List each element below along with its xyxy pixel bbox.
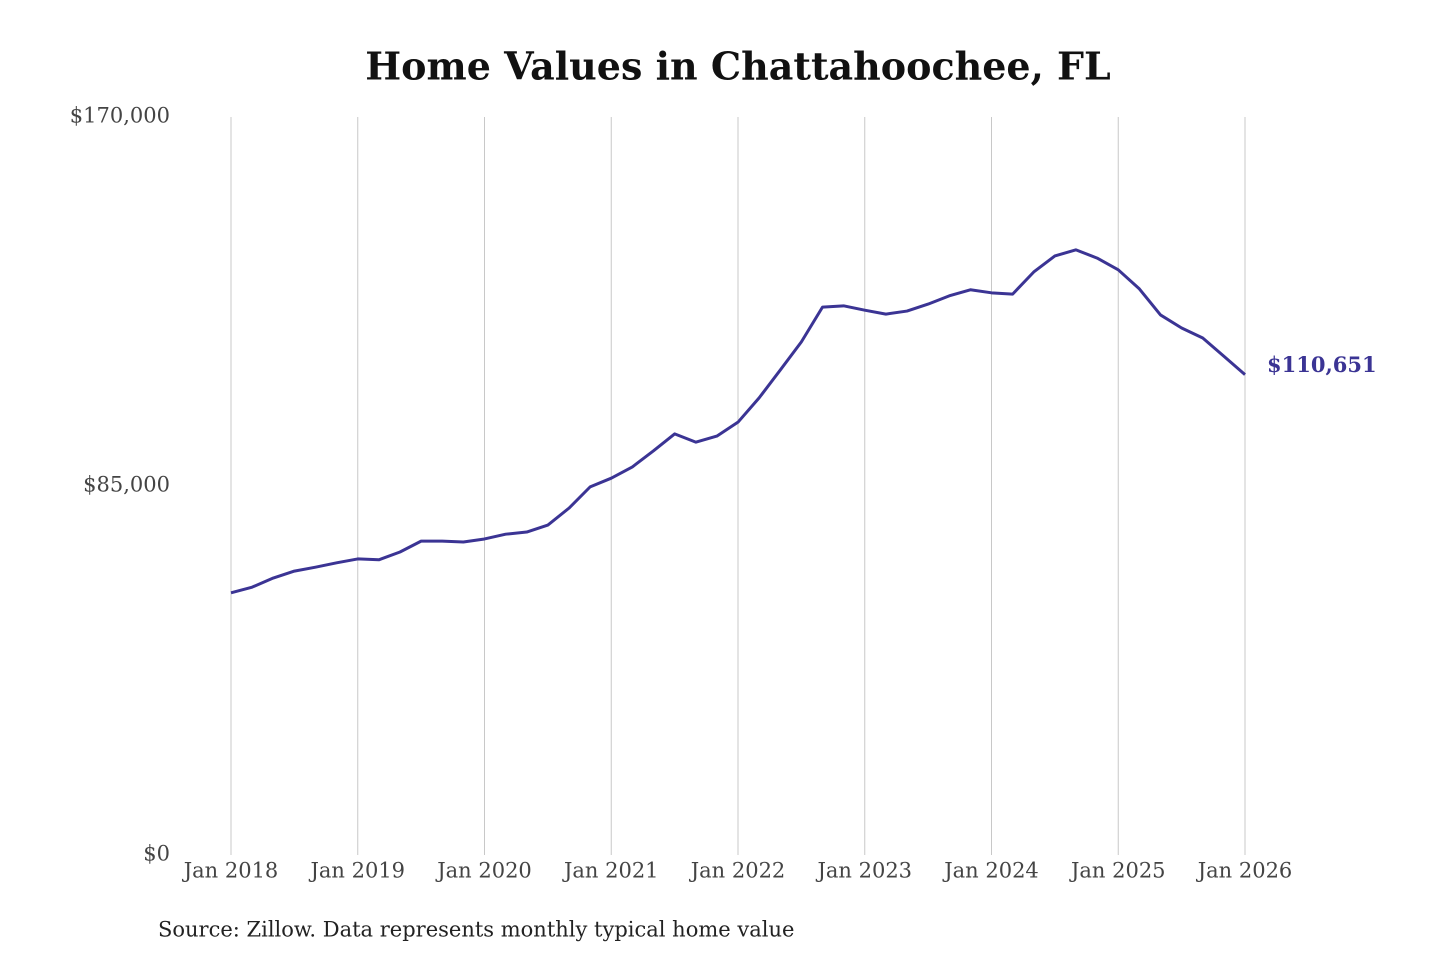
x-tick-label: Jan 2021: [562, 859, 659, 883]
y-tick-label: $0: [143, 842, 170, 866]
line: [230, 248, 1246, 595]
value-label: $110,651: [1267, 352, 1377, 377]
x-tick-label: Jan 2025: [1069, 859, 1166, 883]
chart-title: Home Values in Chattahoochee, FL: [365, 44, 1110, 89]
x-tick-label: Jan 2024: [942, 859, 1039, 883]
x-tick-label: Jan 2019: [308, 859, 405, 883]
x-tick-label: Jan 2022: [689, 859, 786, 883]
y-tick-label: $170,000: [70, 104, 170, 128]
x-tick-label: Jan 2023: [815, 859, 912, 883]
x-tick-label: Jan 2026: [1196, 859, 1293, 883]
x-tick-label: Jan 2020: [435, 859, 532, 883]
source-note: Source: Zillow. Data represents monthly …: [158, 918, 794, 942]
y-tick-label: $85,000: [83, 473, 170, 497]
x-tick-label: Jan 2018: [182, 859, 279, 883]
